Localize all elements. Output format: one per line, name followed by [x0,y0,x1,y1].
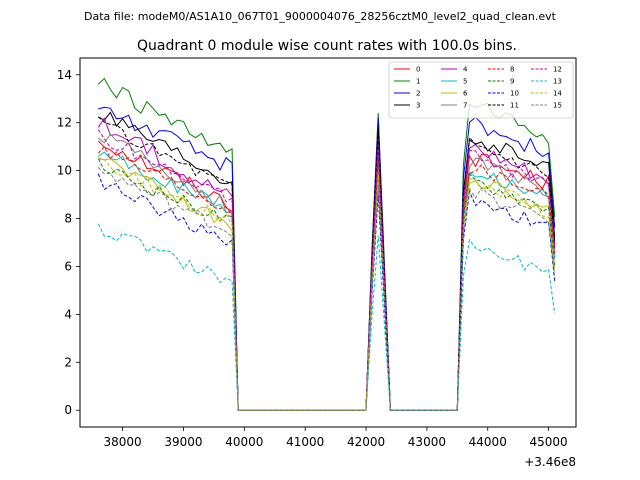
y-axis: 0 2 4 6 8 10 12 14 [57,68,80,417]
plot-frame [79,57,577,428]
y-tick-label: 12 [57,116,72,130]
chart-title: Quadrant 0 module wise count rates with … [137,38,517,54]
x-tick-label: 40000 [225,435,263,449]
y-tick-label: 14 [57,68,72,82]
legend-label-3: 3 [416,102,420,110]
legend-label-5: 5 [463,78,467,86]
y-tick-label: 0 [64,403,72,417]
series-line-13 [97,223,556,411]
legend-label-2: 2 [416,90,420,98]
x-tick-label: 42000 [347,435,385,449]
x-tick-label: 45000 [530,435,568,449]
y-tick-label: 8 [64,212,72,226]
legend-label-11: 11 [510,102,519,110]
legend-label-4: 4 [463,66,468,74]
y-tick-label: 4 [64,307,72,321]
x-axis-offset-label: +3.46e8 [524,455,576,469]
x-axis: 38000 39000 40000 41000 42000 43000 44000 45000 [104,427,568,449]
series-line-11 [97,116,556,411]
y-tick-label: 10 [57,164,72,178]
legend-label-0: 0 [416,66,420,74]
x-tick-label: 43000 [408,435,446,449]
legend-label-1: 1 [416,78,420,86]
legend-label-15: 15 [553,102,562,110]
legend-label-8: 8 [510,66,514,74]
legend-label-9: 9 [510,78,514,86]
legend-label-12: 12 [553,66,562,74]
x-tick-label: 38000 [104,435,142,449]
series-line-15 [97,167,556,411]
x-tick-label: 44000 [469,435,507,449]
legend-frame [388,61,574,119]
legend-label-14: 14 [553,90,562,98]
legend-label-13: 13 [553,78,562,86]
series-line-8 [97,145,556,411]
legend-label-7: 7 [463,102,467,110]
y-tick-label: 2 [64,355,72,369]
legend-label-6: 6 [463,90,468,98]
legend-label-10: 10 [510,90,519,98]
plot-area [80,58,576,427]
series-layer [97,77,556,411]
chart-suptitle: Data file: modeM0/AS1A10_067T01_90000040… [84,10,557,23]
x-tick-label: 39000 [164,435,202,449]
y-tick-label: 6 [64,259,72,273]
x-tick-label: 41000 [286,435,324,449]
